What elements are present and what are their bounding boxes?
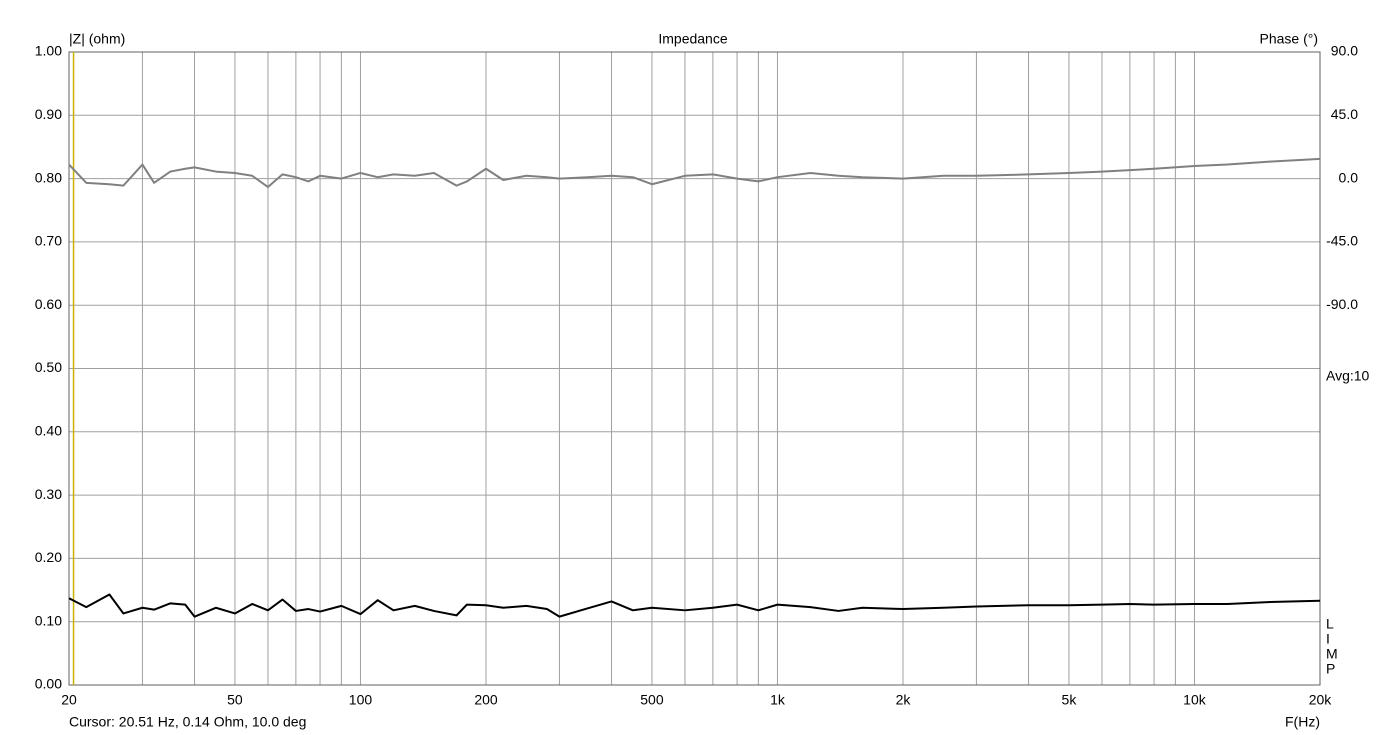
y2-tick-label: 45.0	[1331, 106, 1358, 122]
annotation: Avg:10	[1326, 368, 1370, 384]
y2-tick-label: -90.0	[1326, 296, 1358, 312]
y-tick-label: 0.40	[35, 423, 62, 439]
data-line	[68, 157, 1321, 189]
x-tick-label: 5k	[1062, 692, 1078, 708]
y-tick-label: 0.80	[35, 169, 62, 185]
x-tick-label: 2k	[896, 692, 912, 708]
cursor-readout: Cursor: 20.51 Hz, 0.14 Ohm, 10.0 deg	[69, 714, 306, 730]
x-tick-label: 50	[227, 692, 243, 708]
x-tick-label: 200	[474, 692, 498, 708]
y-axis-label: |Z| (ohm)	[69, 31, 125, 47]
y-tick-label: 0.90	[35, 106, 62, 122]
y2-axis-label: Phase (°)	[1259, 31, 1318, 47]
data-line	[68, 593, 1321, 618]
side-label: M	[1326, 646, 1338, 662]
y-tick-label: 0.10	[35, 612, 62, 628]
y-tick-label: 0.60	[35, 296, 62, 312]
x-tick-label: 500	[640, 692, 664, 708]
x-axis-label: F(Hz)	[1285, 714, 1320, 730]
side-label: P	[1326, 661, 1335, 677]
y-tick-label: 1.00	[35, 43, 62, 59]
x-tick-label: 100	[349, 692, 373, 708]
y2-tick-label: 0.0	[1339, 169, 1359, 185]
side-label: I	[1326, 631, 1330, 647]
y-tick-label: 0.30	[35, 486, 62, 502]
x-tick-label: 1k	[770, 692, 786, 708]
x-tick-label: 10k	[1183, 692, 1207, 708]
y-tick-label: 0.70	[35, 233, 62, 249]
y-tick-label: 0.20	[35, 549, 62, 565]
x-tick-label: 20k	[1309, 692, 1333, 708]
plot-frame	[68, 51, 1321, 686]
chart-title: Impedance	[658, 31, 727, 47]
y2-tick-label: -45.0	[1326, 233, 1358, 249]
y-tick-label: 0.50	[35, 359, 62, 375]
y-tick-label: 0.00	[35, 676, 62, 692]
x-tick-label: 20	[61, 692, 77, 708]
y2-tick-label: 90.0	[1331, 43, 1358, 59]
side-label: L	[1326, 616, 1334, 632]
